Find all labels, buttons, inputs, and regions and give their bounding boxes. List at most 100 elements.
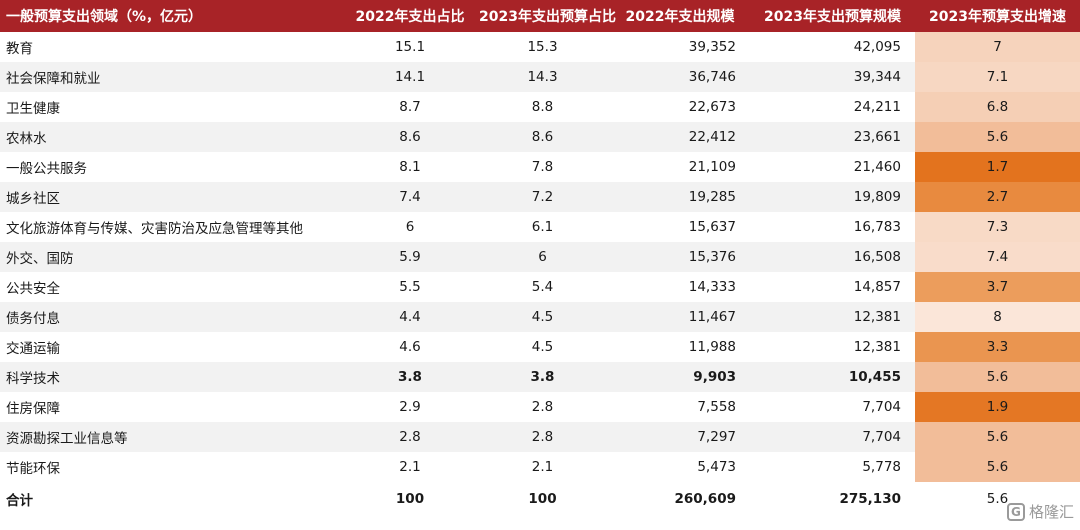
row-scale-2023: 23,661 bbox=[750, 122, 915, 152]
row-label: 住房保障 bbox=[0, 392, 345, 422]
row-growth: 1.9 bbox=[915, 392, 1080, 422]
row-label: 公共安全 bbox=[0, 272, 345, 302]
row-scale-2023: 12,381 bbox=[750, 332, 915, 362]
row-label: 卫生健康 bbox=[0, 92, 345, 122]
watermark-text: 格隆汇 bbox=[1028, 503, 1074, 521]
total-scale-2023: 275,130 bbox=[750, 482, 915, 516]
row-scale-2023: 42,095 bbox=[750, 32, 915, 62]
row-label: 资源勘探工业信息等 bbox=[0, 422, 345, 452]
row-scale-2023: 19,809 bbox=[750, 182, 915, 212]
row-share-2023: 2.8 bbox=[475, 422, 610, 452]
total-row: 合计 100 100 260,609 275,130 5.6 bbox=[0, 482, 1080, 516]
header-row: 一般预算支出领域（%，亿元） 2022年支出占比 2023年支出预算占比 202… bbox=[0, 0, 1080, 32]
row-growth: 5.6 bbox=[915, 422, 1080, 452]
table-row: 社会保障和就业 14.1 14.3 36,746 39,344 7.1 bbox=[0, 62, 1080, 92]
total-label: 合计 bbox=[0, 482, 345, 516]
row-growth: 6.8 bbox=[915, 92, 1080, 122]
row-label: 社会保障和就业 bbox=[0, 62, 345, 92]
header-share-2022: 2022年支出占比 bbox=[355, 9, 465, 25]
row-share-2022: 2.9 bbox=[345, 392, 475, 422]
row-growth: 8 bbox=[915, 302, 1080, 332]
table-row: 农林水 8.6 8.6 22,412 23,661 5.6 bbox=[0, 122, 1080, 152]
row-label: 一般公共服务 bbox=[0, 152, 345, 182]
row-scale-2022: 9,903 bbox=[610, 362, 750, 392]
row-scale-2023: 7,704 bbox=[750, 422, 915, 452]
table-header: 一般预算支出领域（%，亿元） 2022年支出占比 2023年支出预算占比 202… bbox=[0, 0, 1080, 32]
row-scale-2023: 16,783 bbox=[750, 212, 915, 242]
table-row: 城乡社区 7.4 7.2 19,285 19,809 2.7 bbox=[0, 182, 1080, 212]
row-scale-2022: 19,285 bbox=[610, 182, 750, 212]
header-scale-2022: 2022年支出规模 bbox=[625, 9, 735, 25]
row-scale-2022: 5,473 bbox=[610, 452, 750, 482]
total-scale-2022: 260,609 bbox=[610, 482, 750, 516]
row-growth: 5.6 bbox=[915, 122, 1080, 152]
row-growth: 3.3 bbox=[915, 332, 1080, 362]
row-scale-2022: 39,352 bbox=[610, 32, 750, 62]
row-label: 教育 bbox=[0, 32, 345, 62]
row-growth: 1.7 bbox=[915, 152, 1080, 182]
row-share-2022: 6 bbox=[345, 212, 475, 242]
row-growth: 5.6 bbox=[915, 452, 1080, 482]
row-share-2023: 2.1 bbox=[475, 452, 610, 482]
table-row: 住房保障 2.9 2.8 7,558 7,704 1.9 bbox=[0, 392, 1080, 422]
total-share-2022: 100 bbox=[345, 482, 475, 516]
row-share-2022: 8.6 bbox=[345, 122, 475, 152]
row-share-2022: 5.9 bbox=[345, 242, 475, 272]
gelonghui-logo-icon: G bbox=[1006, 502, 1025, 521]
row-scale-2023: 5,778 bbox=[750, 452, 915, 482]
row-share-2023: 2.8 bbox=[475, 392, 610, 422]
row-share-2023: 4.5 bbox=[475, 332, 610, 362]
table-row: 教育 15.1 15.3 39,352 42,095 7 bbox=[0, 32, 1080, 62]
row-label: 农林水 bbox=[0, 122, 345, 152]
row-scale-2022: 7,297 bbox=[610, 422, 750, 452]
header-category: 一般预算支出领域（%，亿元） bbox=[6, 9, 203, 25]
row-growth: 7.4 bbox=[915, 242, 1080, 272]
row-share-2022: 4.4 bbox=[345, 302, 475, 332]
row-scale-2022: 36,746 bbox=[610, 62, 750, 92]
row-scale-2023: 39,344 bbox=[750, 62, 915, 92]
row-scale-2022: 11,467 bbox=[610, 302, 750, 332]
row-share-2023: 6.1 bbox=[475, 212, 610, 242]
row-label: 文化旅游体育与传媒、灾害防治及应急管理等其他 bbox=[0, 212, 345, 242]
row-growth: 5.6 bbox=[915, 362, 1080, 392]
row-growth: 2.7 bbox=[915, 182, 1080, 212]
row-share-2022: 14.1 bbox=[345, 62, 475, 92]
row-share-2022: 5.5 bbox=[345, 272, 475, 302]
table-row: 文化旅游体育与传媒、灾害防治及应急管理等其他 6 6.1 15,637 16,783 7.… bbox=[0, 212, 1080, 242]
row-share-2022: 7.4 bbox=[345, 182, 475, 212]
row-scale-2023: 12,381 bbox=[750, 302, 915, 332]
row-scale-2022: 21,109 bbox=[610, 152, 750, 182]
row-share-2023: 5.4 bbox=[475, 272, 610, 302]
row-share-2022: 15.1 bbox=[345, 32, 475, 62]
row-scale-2022: 11,988 bbox=[610, 332, 750, 362]
row-scale-2023: 10,455 bbox=[750, 362, 915, 392]
table-body: 教育 15.1 15.3 39,352 42,095 7 社会保障和就业 14.1 14.3 36… bbox=[0, 32, 1080, 516]
table-row: 债务付息 4.4 4.5 11,467 12,381 8 bbox=[0, 302, 1080, 332]
row-share-2023: 6 bbox=[475, 242, 610, 272]
row-share-2023: 4.5 bbox=[475, 302, 610, 332]
row-growth: 7.3 bbox=[915, 212, 1080, 242]
row-label: 外交、国防 bbox=[0, 242, 345, 272]
row-share-2023: 15.3 bbox=[475, 32, 610, 62]
row-growth: 7 bbox=[915, 32, 1080, 62]
header-scale-2023: 2023年支出预算规模 bbox=[764, 9, 901, 25]
row-scale-2022: 14,333 bbox=[610, 272, 750, 302]
row-growth: 3.7 bbox=[915, 272, 1080, 302]
table-row: 交通运输 4.6 4.5 11,988 12,381 3.3 bbox=[0, 332, 1080, 362]
row-label: 债务付息 bbox=[0, 302, 345, 332]
table-row: 资源勘探工业信息等 2.8 2.8 7,297 7,704 5.6 bbox=[0, 422, 1080, 452]
total-growth: 5.6 bbox=[915, 482, 1080, 516]
table-row: 科学技术 3.8 3.8 9,903 10,455 5.6 bbox=[0, 362, 1080, 392]
row-share-2023: 14.3 bbox=[475, 62, 610, 92]
table-row: 节能环保 2.1 2.1 5,473 5,778 5.6 bbox=[0, 452, 1080, 482]
row-share-2023: 7.2 bbox=[475, 182, 610, 212]
row-scale-2022: 15,637 bbox=[610, 212, 750, 242]
header-share-2023: 2023年支出预算占比 bbox=[479, 9, 616, 25]
row-label: 城乡社区 bbox=[0, 182, 345, 212]
row-scale-2023: 24,211 bbox=[750, 92, 915, 122]
budget-expenditure-table: 一般预算支出领域（%，亿元） 2022年支出占比 2023年支出预算占比 202… bbox=[0, 0, 1080, 516]
row-scale-2022: 15,376 bbox=[610, 242, 750, 272]
row-growth: 7.1 bbox=[915, 62, 1080, 92]
row-scale-2023: 16,508 bbox=[750, 242, 915, 272]
row-share-2022: 2.8 bbox=[345, 422, 475, 452]
